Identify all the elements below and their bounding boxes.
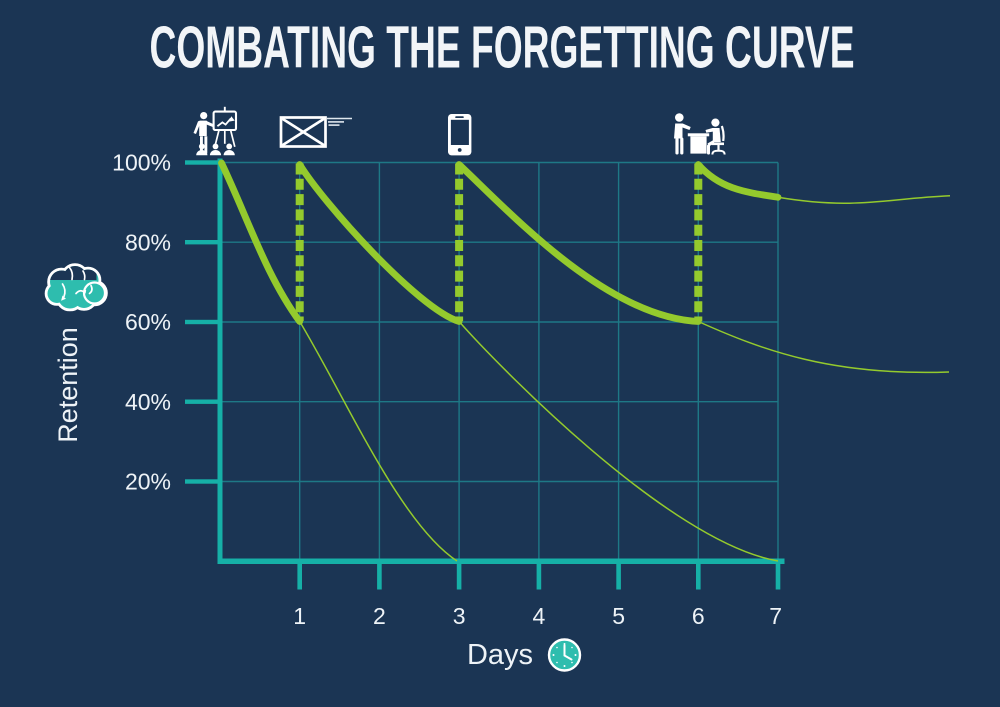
svg-text:100%: 100% — [112, 150, 171, 176]
svg-text:60%: 60% — [125, 309, 171, 335]
svg-text:Retention: Retention — [53, 327, 83, 443]
svg-text:COMBATING THE FORGETTING CURVE: COMBATING THE FORGETTING CURVE — [150, 14, 855, 81]
svg-text:1: 1 — [293, 603, 306, 629]
svg-text:Days: Days — [467, 639, 533, 671]
svg-text:6: 6 — [692, 603, 705, 629]
svg-text:80%: 80% — [125, 229, 171, 255]
svg-text:40%: 40% — [125, 389, 171, 415]
svg-text:3: 3 — [453, 603, 466, 629]
svg-text:4: 4 — [533, 603, 546, 629]
svg-text:7: 7 — [769, 603, 782, 629]
svg-text:5: 5 — [612, 603, 625, 629]
svg-text:20%: 20% — [125, 469, 171, 495]
svg-text:2: 2 — [373, 603, 386, 629]
